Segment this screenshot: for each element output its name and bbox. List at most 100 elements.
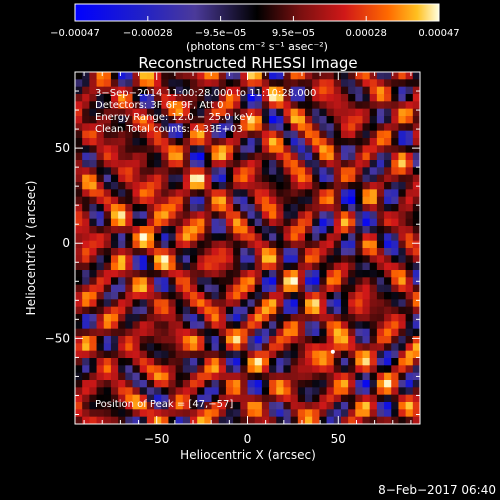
heatmap-cell [218,350,227,359]
heatmap-cell [269,174,277,183]
heatmap-cell [312,350,320,359]
heatmap-cell [398,240,407,249]
heatmap-cell [225,130,234,139]
heatmap-cell [75,284,83,293]
heatmap-cell [233,160,241,168]
heatmap-cell [283,167,292,176]
heatmap-cell [225,387,234,396]
heatmap-cell [355,196,364,205]
heatmap-cell [182,233,191,242]
heatmap-cell [139,226,148,234]
heatmap-cell [276,328,285,337]
heatmap-cell [89,306,98,315]
heatmap-cell [82,226,90,234]
heatmap-cell [276,365,285,374]
heatmap-cell [269,182,277,190]
heatmap-cell [384,394,392,403]
heatmap-cell [369,196,378,205]
heatmap-cell [405,292,414,300]
heatmap-cell [290,138,299,146]
heatmap-cell [103,262,112,271]
heatmap-cell [362,262,371,271]
heatmap-cell [161,211,170,220]
heatmap-cell [103,204,112,212]
heatmap-cell [348,123,356,132]
heatmap-cell [218,270,227,278]
heatmap-cell [254,152,263,161]
heatmap-cell [355,182,364,190]
heatmap-cell [269,336,277,344]
heatmap-cell [89,79,98,88]
heatmap-cell [103,94,112,102]
heatmap-cell [154,218,162,227]
heatmap-cell [340,292,349,300]
heatmap-cell [391,321,400,330]
heatmap-cell [319,336,328,344]
heatmap-cell [233,182,241,190]
heatmap-cell [182,343,191,352]
heatmap-cell [355,233,364,242]
heatmap-cell [175,402,184,410]
heatmap-cell [348,255,356,264]
heatmap-cell [391,226,400,234]
heatmap-cell [139,101,148,110]
heatmap-cell [312,72,320,80]
heatmap-cell [132,380,141,388]
heatmap-cell [391,196,400,205]
heatmap-cell [197,152,205,161]
heatmap-cell [376,138,385,146]
heatmap-cell [182,365,191,374]
heatmap-cell [190,255,198,264]
heatmap-cell [103,284,112,293]
heatmap-cell [139,277,148,286]
heatmap-cell [276,350,285,359]
heatmap-cell [204,262,213,271]
heatmap-cell [276,86,285,95]
heatmap-cell [132,218,141,227]
heatmap-cell [175,409,184,418]
heatmap-cell [218,218,227,227]
heatmap-cell [348,350,356,359]
heatmap-cell [333,270,342,278]
heatmap-cell [261,116,270,124]
heatmap-cell [276,380,285,388]
heatmap-cell [89,350,98,359]
heatmap-cell [412,152,420,161]
heatmap-cell [290,218,299,227]
heatmap-cell [197,314,205,322]
heatmap-cell [168,86,177,95]
heatmap-cell [118,101,126,110]
heatmap-cell [348,409,356,418]
heatmap-cell [276,255,285,264]
heatmap-cell [348,182,356,190]
heatmap-cell [118,402,126,410]
heatmap-cell [362,299,371,308]
heatmap-cell [103,211,112,220]
heatmap-cell [190,358,198,366]
heatmap-cell [233,358,241,366]
heatmap-cell [218,306,227,315]
heatmap-cell [175,284,184,293]
heatmap-cell [261,262,270,271]
heatmap-cell [204,218,213,227]
heatmap-cell [384,226,392,234]
heatmap-cell [254,79,263,88]
colorbar-tick-label: 9.5e−05 [272,28,315,39]
heatmap-cell [132,233,141,242]
heatmap-cell [326,130,335,139]
heatmap-cell [125,226,134,234]
heatmap-cell [333,277,342,286]
heatmap-cell [348,108,356,117]
heatmap-cell [225,292,234,300]
heatmap-cell [103,270,112,278]
heatmap-cell [75,416,83,424]
heatmap-cell [348,248,356,256]
heatmap-cell [290,380,299,388]
heatmap-cell [319,226,328,234]
heatmap-cell [254,123,263,132]
heatmap-cell [283,86,292,95]
heatmap-cell [75,306,83,315]
heatmap-cell [391,402,400,410]
heatmap-cell [125,372,134,381]
heatmap-cell [182,72,191,80]
